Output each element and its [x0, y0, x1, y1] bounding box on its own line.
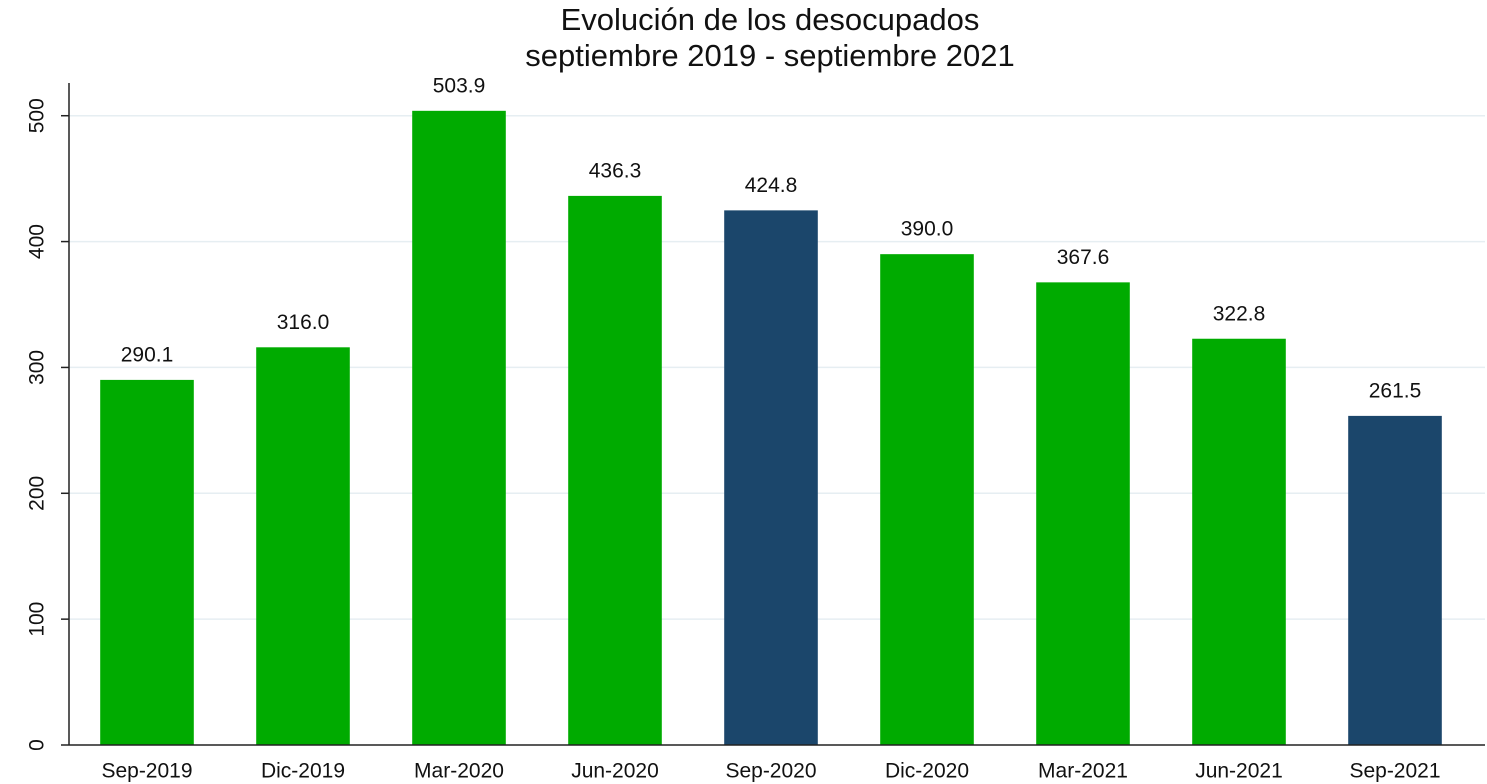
value-label: 290.1 [121, 343, 174, 366]
bar [568, 195, 662, 745]
chart-subtitle: septiembre 2019 - septiembre 2021 [525, 38, 1014, 73]
value-label: 424.8 [745, 174, 798, 197]
value-label: 390.0 [901, 218, 954, 241]
value-label: 316.0 [277, 311, 330, 334]
y-tick-label: 100 [26, 602, 49, 637]
x-tick-label: Dic-2020 [885, 760, 969, 783]
x-tick-label: Mar-2021 [1038, 760, 1128, 783]
x-tick-label: Sep-2020 [725, 760, 816, 783]
y-tick-label: 400 [26, 224, 49, 259]
value-label: 367.6 [1057, 246, 1110, 269]
x-tick-label: Jun-2020 [571, 760, 659, 783]
bar [1036, 282, 1130, 745]
x-tick-label: Sep-2021 [1349, 760, 1440, 783]
x-tick-label: Jun-2021 [1195, 760, 1283, 783]
bar [412, 110, 506, 745]
y-tick-label: 200 [26, 476, 49, 511]
x-tick-label: Mar-2020 [414, 760, 504, 783]
value-label: 503.9 [433, 74, 486, 97]
bar [100, 379, 194, 745]
value-label: 436.3 [589, 159, 642, 182]
x-tick-label: Sep-2019 [101, 760, 192, 783]
bar [1192, 338, 1286, 745]
value-label: 322.8 [1213, 302, 1266, 325]
y-tick-label: 0 [26, 739, 49, 751]
bar [256, 347, 350, 745]
bar [880, 254, 974, 745]
bar [724, 210, 818, 745]
y-tick-label: 500 [26, 98, 49, 133]
chart-title: Evolución de los desocupados [561, 2, 980, 37]
value-label: 261.5 [1369, 379, 1422, 402]
y-tick-label: 300 [26, 350, 49, 385]
bar [1348, 415, 1442, 745]
x-tick-label: Dic-2019 [261, 760, 345, 783]
